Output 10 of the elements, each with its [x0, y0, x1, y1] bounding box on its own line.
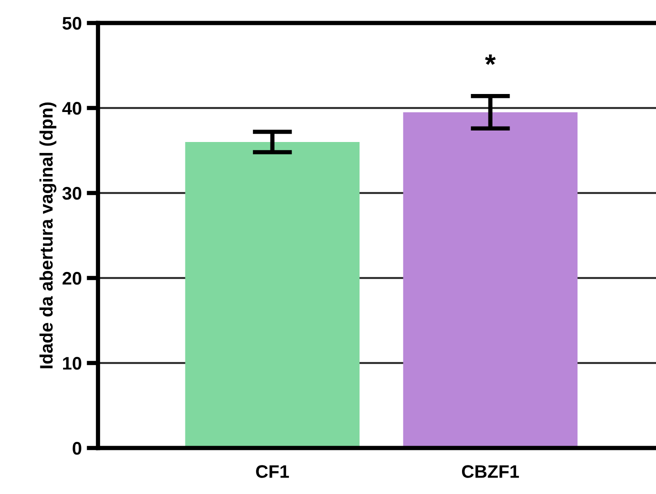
x-tick-label: CBZF1: [462, 465, 519, 478]
y-axis-title: Idade da abertura vaginal (dpn): [39, 102, 56, 368]
annotation: *: [485, 54, 496, 65]
y-tick-label: 50: [62, 16, 82, 30]
y-tick-label: 20: [62, 272, 82, 285]
x-tick-label: CF1: [256, 465, 289, 478]
y-tick-label: 30: [62, 186, 82, 200]
y-tick-label: 40: [62, 102, 82, 115]
y-tick-label: 0: [72, 442, 82, 455]
y-tick-label: 10: [63, 356, 82, 370]
